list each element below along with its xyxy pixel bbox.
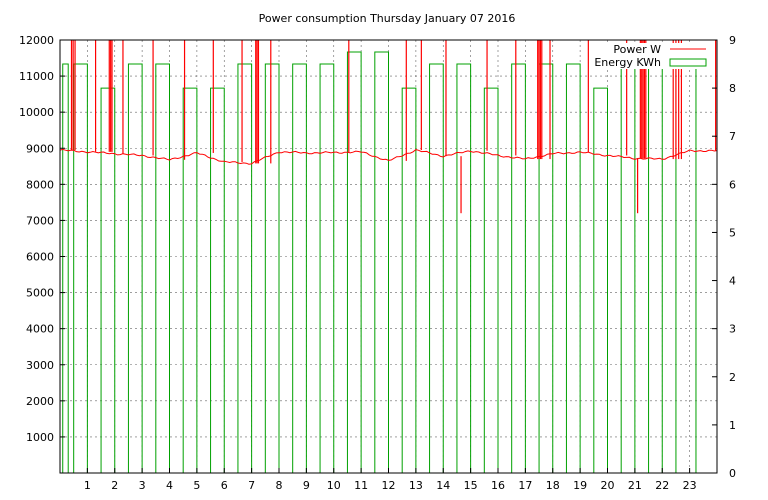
y-tick-label: 10000 (19, 106, 54, 119)
axis-ticks: 1 2 3 4 5 6 7 8 9 10 11 12 13 14 15 16 17 18 19 20 21 22 23100… (19, 34, 736, 492)
x-tick-label: 15 (464, 479, 478, 492)
x-tick-label: 7 (248, 479, 255, 492)
x-tick-label: 18 (546, 479, 560, 492)
x-tick-label: 5 (193, 479, 200, 492)
y2-tick-label: 0 (729, 467, 736, 480)
x-tick-label: 17 (518, 479, 532, 492)
x-tick-label: 21 (628, 479, 642, 492)
y2-tick-label: 7 (729, 130, 736, 143)
x-tick-label: 19 (573, 479, 587, 492)
x-tick-label: 2 (111, 479, 118, 492)
y2-tick-label: 5 (729, 226, 736, 239)
x-tick-label: 11 (354, 479, 368, 492)
y-tick-label: 4000 (26, 323, 54, 336)
x-tick-label: 22 (655, 479, 669, 492)
x-tick-label: 4 (166, 479, 173, 492)
y2-tick-label: 8 (729, 82, 736, 95)
legend-label-energy: Energy KWh (594, 56, 661, 69)
x-tick-label: 3 (139, 479, 146, 492)
x-tick-label: 10 (327, 479, 341, 492)
energy-series (62, 51, 716, 474)
y-tick-label: 8000 (26, 178, 54, 191)
x-tick-label: 20 (601, 479, 615, 492)
x-tick-label: 1 (84, 479, 91, 492)
y-tick-label: 2000 (26, 395, 54, 408)
y-tick-label: 5000 (26, 287, 54, 300)
y2-tick-label: 2 (729, 371, 736, 384)
y2-tick-label: 6 (729, 178, 736, 191)
y2-tick-label: 4 (729, 275, 736, 288)
y-tick-label: 3000 (26, 359, 54, 372)
energy-series-line (62, 51, 716, 474)
x-tick-label: 13 (409, 479, 423, 492)
x-tick-label: 14 (436, 479, 450, 492)
legend: Power W Energy KWh (594, 43, 714, 69)
x-tick-label: 23 (683, 479, 697, 492)
y2-tick-label: 9 (729, 34, 736, 47)
legend-background (596, 43, 714, 69)
x-tick-label: 6 (221, 479, 228, 492)
y-tick-label: 1000 (26, 431, 54, 444)
x-tick-label: 16 (491, 479, 505, 492)
y2-tick-label: 1 (729, 419, 736, 432)
power-series-line (59, 148, 718, 165)
chart-title: Power consumption Thursday January 07 20… (259, 12, 516, 25)
legend-label-power: Power W (613, 43, 661, 56)
y-tick-label: 9000 (26, 142, 54, 155)
y2-tick-label: 3 (729, 323, 736, 336)
x-tick-label: 9 (303, 479, 310, 492)
x-tick-label: 12 (382, 479, 396, 492)
y-tick-label: 12000 (19, 34, 54, 47)
y-tick-label: 7000 (26, 214, 54, 227)
legend-swatch-energy (669, 58, 707, 67)
y-tick-label: 6000 (26, 251, 54, 264)
y-tick-label: 11000 (19, 70, 54, 83)
x-tick-label: 8 (276, 479, 283, 492)
power-series (59, 40, 718, 214)
